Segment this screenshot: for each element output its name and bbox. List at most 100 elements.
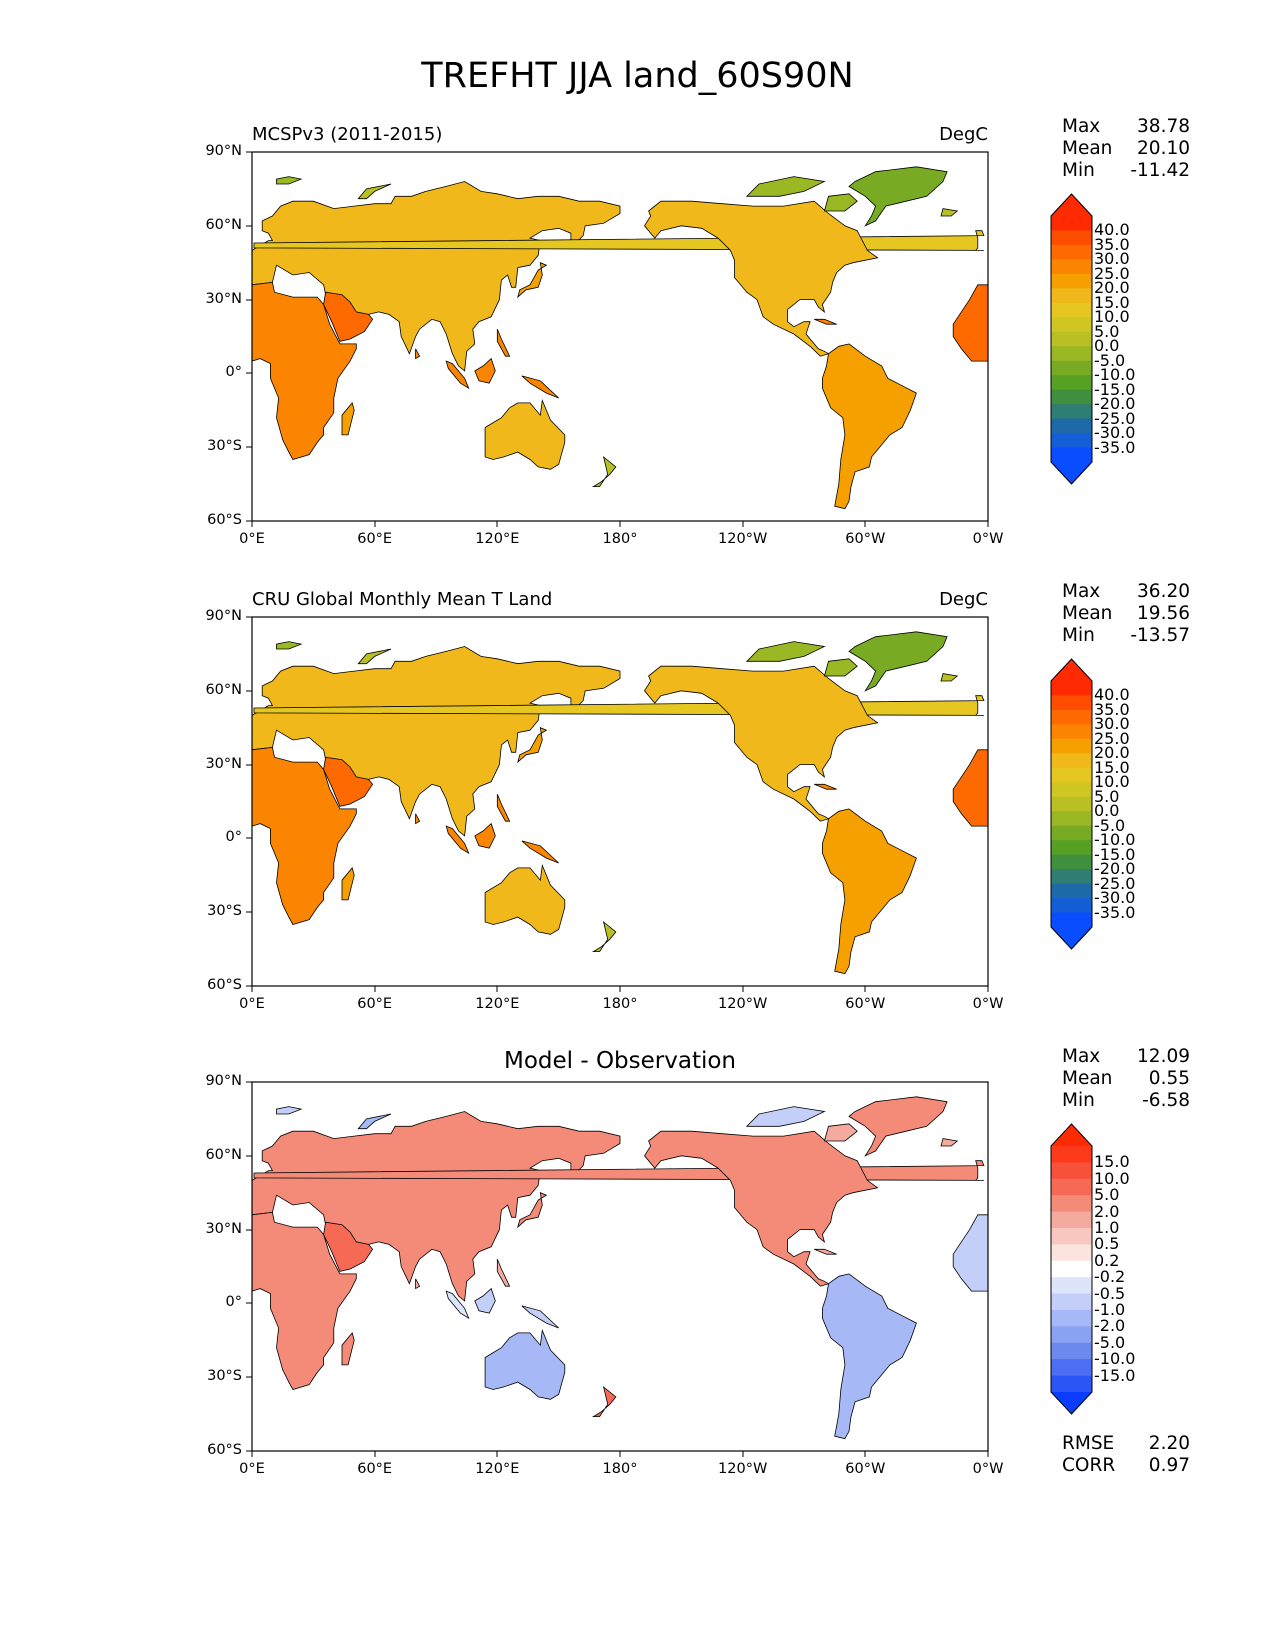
land-eurasia [252, 181, 621, 372]
panel-2-xtick-mark [619, 986, 621, 992]
land-cuba [814, 1248, 837, 1255]
land-greenland [848, 631, 948, 692]
panel-2-ytick: 60°S [207, 977, 242, 993]
panel-2-ytick: 30°N [205, 755, 242, 772]
panel-3-ytick-mark [246, 1450, 252, 1452]
stat-value: 0.55 [1148, 1068, 1190, 1089]
land-srilanka [415, 813, 421, 825]
land-srilanka [415, 348, 421, 360]
panel-2-xtick-mark [987, 986, 989, 992]
panel-1-colorbar-label: 30.0 [1094, 249, 1130, 269]
panel-3-xtick-mark [374, 1451, 376, 1457]
panel-2-title: CRU Global Monthly Mean T Land [252, 589, 553, 610]
panel-3-error-stats: RMSE 2.20 CORR 0.97 [1062, 1433, 1190, 1477]
panel-3-colorbar-label: -2.0 [1094, 1316, 1126, 1336]
panel-1-xtick: 120°E [475, 531, 520, 547]
panel-1-xtick: 60°W [845, 531, 886, 547]
panel-3-colorbar-label: -10.0 [1094, 1349, 1136, 1369]
panel-2-xtick-mark [374, 986, 376, 992]
land-japan [517, 1192, 548, 1229]
panel-1-xtick-mark [619, 521, 621, 527]
panel-1-xtick: 120°W [718, 531, 768, 547]
panel-1-units: DegC [939, 124, 988, 145]
stat-label: Min [1062, 1090, 1095, 1111]
land-iceland [940, 1138, 959, 1147]
land-namerica [644, 665, 879, 822]
stat-row: Min -6.58 [1062, 1090, 1190, 1112]
panel-3-xtick-mark [742, 1451, 744, 1457]
panel-3-colorbar-label: -5.0 [1094, 1332, 1126, 1352]
stat-label: Mean [1062, 603, 1113, 624]
land-australia [484, 1328, 566, 1400]
panel-3-ytick: 60°S [207, 1442, 242, 1458]
stat-label: Mean [1062, 1068, 1113, 1089]
land-philippines [496, 328, 511, 357]
stat-label: Max [1062, 1046, 1101, 1067]
panel-2-colorbar-label: 5.0 [1094, 786, 1120, 806]
panel-1-ytick: 30°S [207, 438, 242, 455]
land-sumatra [445, 360, 470, 390]
panel-1-colorbar-label: -20.0 [1094, 394, 1136, 414]
panel-3-colorbar-label: -0.5 [1094, 1283, 1126, 1303]
stat-value: -13.57 [1130, 625, 1190, 646]
panel-2-colorbar-label: 20.0 [1094, 743, 1130, 763]
stat-row: Min -13.57 [1062, 625, 1190, 647]
land-africa [252, 281, 357, 460]
stat-label: Min [1062, 625, 1095, 646]
panel-2-xtick-mark [251, 986, 253, 992]
stat-row: Max 38.78 [1062, 116, 1190, 138]
panel-3-ytick: 30°S [207, 1368, 242, 1385]
panel-3-xtick: 180° [602, 1461, 638, 1477]
panel-1-colorbar-label: -5.0 [1094, 350, 1126, 370]
stat-row: CORR 0.97 [1062, 1455, 1190, 1477]
panel-1-xtick-mark [496, 521, 498, 527]
panel-1-colorbar [1050, 193, 1093, 485]
land-svalbard [276, 176, 303, 185]
stat-value: 0.97 [1148, 1455, 1190, 1476]
panel-2-ytick-mark [246, 616, 252, 618]
stat-row: Mean 20.10 [1062, 138, 1190, 160]
land-samerica [822, 1273, 917, 1440]
panel-3-xtick-mark [987, 1451, 989, 1457]
land-arabia [323, 756, 374, 807]
panel-3-xtick: 0°W [972, 1461, 1004, 1477]
land-arcticIs [745, 641, 826, 662]
panel-3-colorbar-label: -1.0 [1094, 1300, 1126, 1319]
land-novaya [357, 1113, 392, 1130]
panel-1-colorbar-label: -25.0 [1094, 408, 1136, 428]
panel-2-ytick-mark [246, 911, 252, 913]
panel-3-colorbar [1050, 1123, 1093, 1415]
land-borneo [474, 357, 496, 384]
panel-2-colorbar-label: -15.0 [1094, 844, 1136, 864]
stat-label: Min [1062, 160, 1095, 181]
panel-2-xtick: 120°W [718, 996, 768, 1012]
panel-1-colorbar-label: -10.0 [1094, 365, 1136, 385]
panel-1-ytick-mark [246, 446, 252, 448]
panel-2-colorbar-label: -30.0 [1094, 888, 1136, 908]
panel-3-colorbar-label: 0.5 [1094, 1234, 1120, 1254]
panel-2-colorbar-label: -25.0 [1094, 873, 1136, 893]
panel-1-ytick: 60°S [207, 512, 242, 528]
panel-2-ytick: 0° [225, 829, 242, 846]
panel-2-colorbar [1050, 658, 1093, 950]
panel-3-ytick: 0° [225, 1294, 242, 1311]
panel-1-ytick: 0° [225, 364, 242, 381]
panel-1-xtick: 0°E [239, 531, 265, 547]
land-arabia [323, 1221, 374, 1272]
land-newguinea [521, 840, 559, 864]
land-africaWest [952, 1214, 988, 1292]
land-sumatra [445, 1290, 470, 1320]
land-africa [252, 746, 357, 925]
panel-2-ytick: 30°S [207, 903, 242, 920]
stat-row: Mean 19.56 [1062, 603, 1190, 625]
panel-2-xtick: 120°E [475, 996, 520, 1012]
panel-1-colorbar-label: -15.0 [1094, 379, 1136, 399]
panel-3-colorbar-label: -15.0 [1094, 1365, 1136, 1385]
land-samerica [822, 343, 917, 510]
panel-1-colorbar-label: 40.0 [1094, 220, 1130, 240]
panel-2-colorbar-label: 35.0 [1094, 699, 1130, 719]
land-newguinea [521, 375, 559, 399]
panel-1-xtick-mark [864, 521, 866, 527]
panel-1-xtick-mark [742, 521, 744, 527]
land-namerica [644, 1130, 879, 1287]
